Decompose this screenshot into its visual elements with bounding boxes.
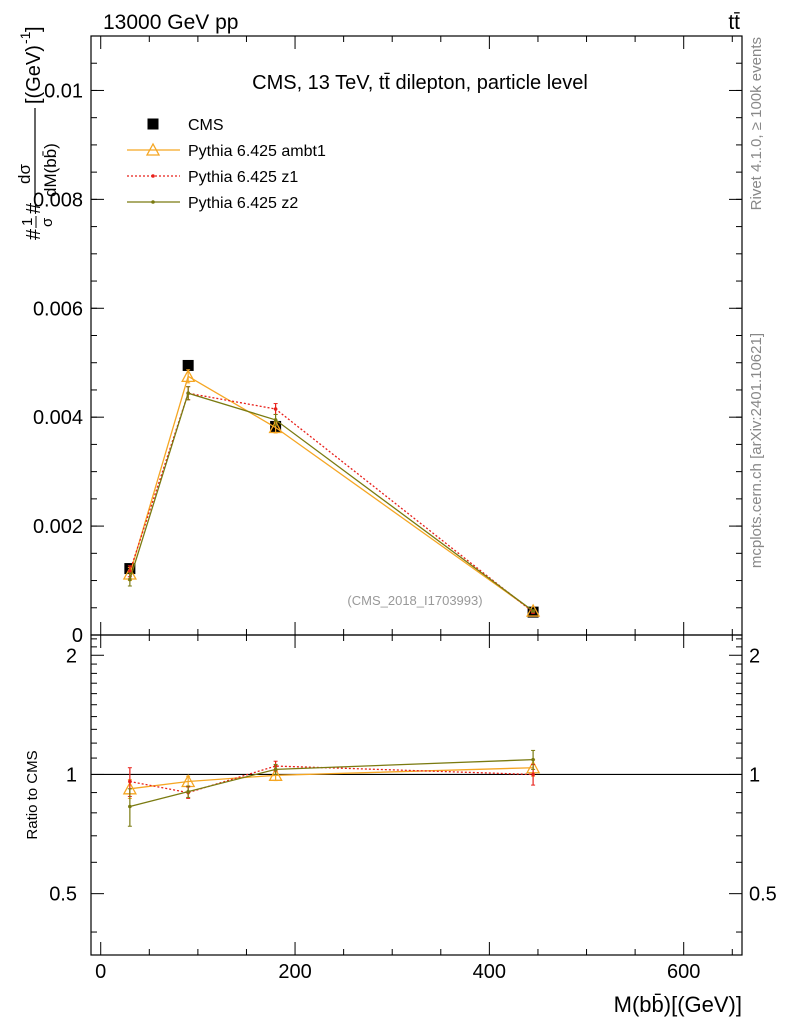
- legend-marker-pythia-6-425-z2: [151, 200, 155, 204]
- xtick-label: 0: [95, 961, 106, 983]
- energy-label: 13000 GeV pp: [103, 11, 238, 34]
- ratio-ytick-label-right: 1: [749, 764, 760, 786]
- series-line-pythia-6-425-ambt1: [129, 375, 534, 612]
- main-ytick-label: 0: [72, 625, 83, 647]
- svg-text:-1: -1: [17, 31, 33, 44]
- legend-label-pythia-6-425-z1: Pythia 6.425 z1: [188, 169, 298, 186]
- ratio-ytick-label-right: 2: [749, 645, 760, 667]
- ratio-plot-frame: [90, 634, 743, 956]
- ratio-line-pythia-6-425-z1: [129, 765, 534, 794]
- legend-marker-pythia-6-425-ambt1: [145, 142, 161, 156]
- xlabel: M(bb̄)[(GeV)]: [614, 992, 742, 1017]
- ratio-point-pythia-6-425-z1: [531, 772, 535, 777]
- data-point-pythia-6-425-z1: [273, 407, 278, 411]
- ratio-point-pythia-6-425-z1: [128, 779, 132, 784]
- ratio-ytick-label: 1: [66, 764, 77, 786]
- legend-label-pythia-6-425-z2: Pythia 6.425 z2: [188, 195, 298, 212]
- watermark: (CMS_2018_I1703993): [347, 593, 482, 608]
- main-axis-ticks: 0 0.002 0.004 0.006 0.008 0.01: [33, 36, 742, 647]
- ratio-series-group: [122, 749, 541, 827]
- data-point-pythia-6-425-z2: [273, 418, 278, 422]
- ratio-line-pythia-6-425-ambt1: [129, 767, 534, 790]
- xtick-label: 600: [667, 961, 700, 983]
- rivet-label: Rivet 4.1.0, ≥ 100k events: [748, 37, 765, 210]
- data-point-pythia-6-425-z2: [186, 391, 190, 396]
- ratio-line-pythia-6-425-z2: [129, 758, 534, 808]
- svg-text:dM(bb̄): dM(bb̄): [41, 143, 60, 197]
- data-point-pythia-6-425-z2: [128, 577, 132, 582]
- series-line-pythia-6-425-z2: [129, 392, 534, 612]
- data-point-pythia-6-425-ambt1: [181, 368, 196, 382]
- ratio-point-pythia-6-425-z2: [128, 804, 132, 809]
- legend-marker-cms: [147, 118, 159, 130]
- ratio-axis-ticks: 0.5 0.5 1 1 2 2 0 200 400 600: [49, 635, 777, 983]
- svg-text:σ: σ: [39, 217, 56, 227]
- ratio-ylabel: Ratio to CMS: [24, 750, 41, 839]
- ratio-point-pythia-6-425-ambt1: [268, 767, 283, 781]
- main-series-group: [122, 359, 541, 618]
- xtick-label: 200: [278, 961, 311, 983]
- svg-text:]: ]: [23, 26, 45, 32]
- legend-marker-pythia-6-425-z1: [151, 174, 155, 178]
- data-point-pythia-6-425-z1: [128, 569, 132, 574]
- data-point-pythia-6-425-z2: [531, 609, 535, 613]
- xtick-label: 400: [473, 961, 506, 983]
- ratio-ytick-label-right: 0.5: [749, 884, 777, 906]
- ratio-ytick-label: 0.5: [49, 884, 77, 906]
- process-label: tt̄: [728, 11, 740, 34]
- svg-text:#: #: [23, 202, 45, 214]
- main-ylabel: # 1 σ # dσ dM(bb̄) [(GeV) -1 ]: [15, 26, 60, 240]
- series-line-pythia-6-425-z1: [129, 392, 534, 613]
- data-point-cms: [182, 359, 194, 371]
- ratio-point-pythia-6-425-z2: [186, 789, 190, 794]
- legend-label-cms: CMS: [188, 117, 224, 134]
- ratio-point-pythia-6-425-z2: [531, 757, 535, 762]
- legend: CMS Pythia 6.425 ambt1 Pythia 6.425 z1 Pyth…: [127, 117, 326, 212]
- mcplots-label: mcplots.cern.ch [arXiv:2401.10621]: [748, 333, 765, 568]
- legend-label-pythia-6-425-ambt1: Pythia 6.425 ambt1: [188, 143, 326, 160]
- main-ytick-label: 0.002: [33, 516, 83, 538]
- main-ytick-label: 0.01: [44, 80, 83, 102]
- svg-text:[(GeV): [(GeV): [23, 45, 45, 104]
- main-ytick-label: 0.004: [33, 407, 83, 429]
- main-ytick-label: 0.008: [33, 189, 83, 211]
- main-ytick-label: 0.006: [33, 298, 83, 320]
- ratio-ytick-label: 2: [66, 645, 77, 667]
- svg-text:#: #: [23, 228, 45, 240]
- svg-text:1: 1: [19, 218, 36, 226]
- ratio-point-pythia-6-425-z2: [273, 767, 278, 772]
- data-point-pythia-6-425-ambt1: [268, 420, 283, 434]
- main-title: CMS, 13 TeV, tt̄ dilepton, particle leve…: [252, 72, 588, 94]
- svg-text:dσ: dσ: [15, 164, 34, 184]
